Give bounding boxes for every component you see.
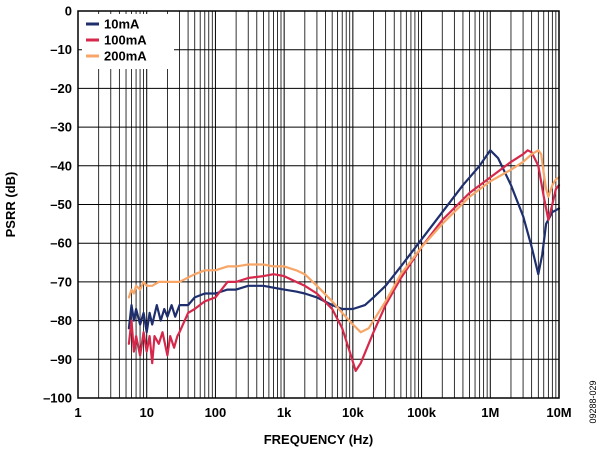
legend-label-200ma: 200mA xyxy=(104,49,147,64)
y-tick-label: –70 xyxy=(50,274,72,289)
x-tick-label: 100 xyxy=(205,405,227,420)
x-tick-label: 100k xyxy=(407,405,437,420)
y-tick-label: –50 xyxy=(50,197,72,212)
series-lines xyxy=(127,149,561,372)
y-tick-labels: 0 –10 –20 –30 –40 –50 –60 –70 –80 –90 –100 xyxy=(43,4,72,406)
y-tick-label: –20 xyxy=(50,81,72,96)
x-tick-label: 1M xyxy=(481,405,499,420)
y-tick-label: –10 xyxy=(50,42,72,57)
series-line-100ma xyxy=(127,149,561,372)
legend-label-10ma: 10mA xyxy=(104,17,140,32)
y-tick-label: –100 xyxy=(43,391,72,406)
y-tick-label: –80 xyxy=(50,313,72,328)
x-axis-title: FREQUENCY (Hz) xyxy=(264,432,374,447)
y-tick-label: –90 xyxy=(50,352,72,367)
y-tick-label: –60 xyxy=(50,236,72,251)
y-tick-label: –40 xyxy=(50,158,72,173)
series-line-200ma xyxy=(127,149,561,334)
x-tick-label: 1 xyxy=(74,405,81,420)
series-line-10ma xyxy=(127,149,561,334)
figure-code: 09288-029 xyxy=(588,380,598,423)
plot-frame xyxy=(77,10,560,399)
x-tick-label: 10 xyxy=(139,405,153,420)
y-tick-label: –30 xyxy=(50,120,72,135)
x-tick-label: 1k xyxy=(277,405,292,420)
x-tick-labels: 1 10 100 1k 10k 100k 1M 10M xyxy=(74,405,571,420)
legend-label-100ma: 100mA xyxy=(104,33,147,48)
y-axis-title: PSRR (dB) xyxy=(3,172,18,238)
y-tick-label: 0 xyxy=(65,4,72,19)
x-tick-label: 10M xyxy=(546,405,571,420)
x-tick-label: 10k xyxy=(342,405,364,420)
